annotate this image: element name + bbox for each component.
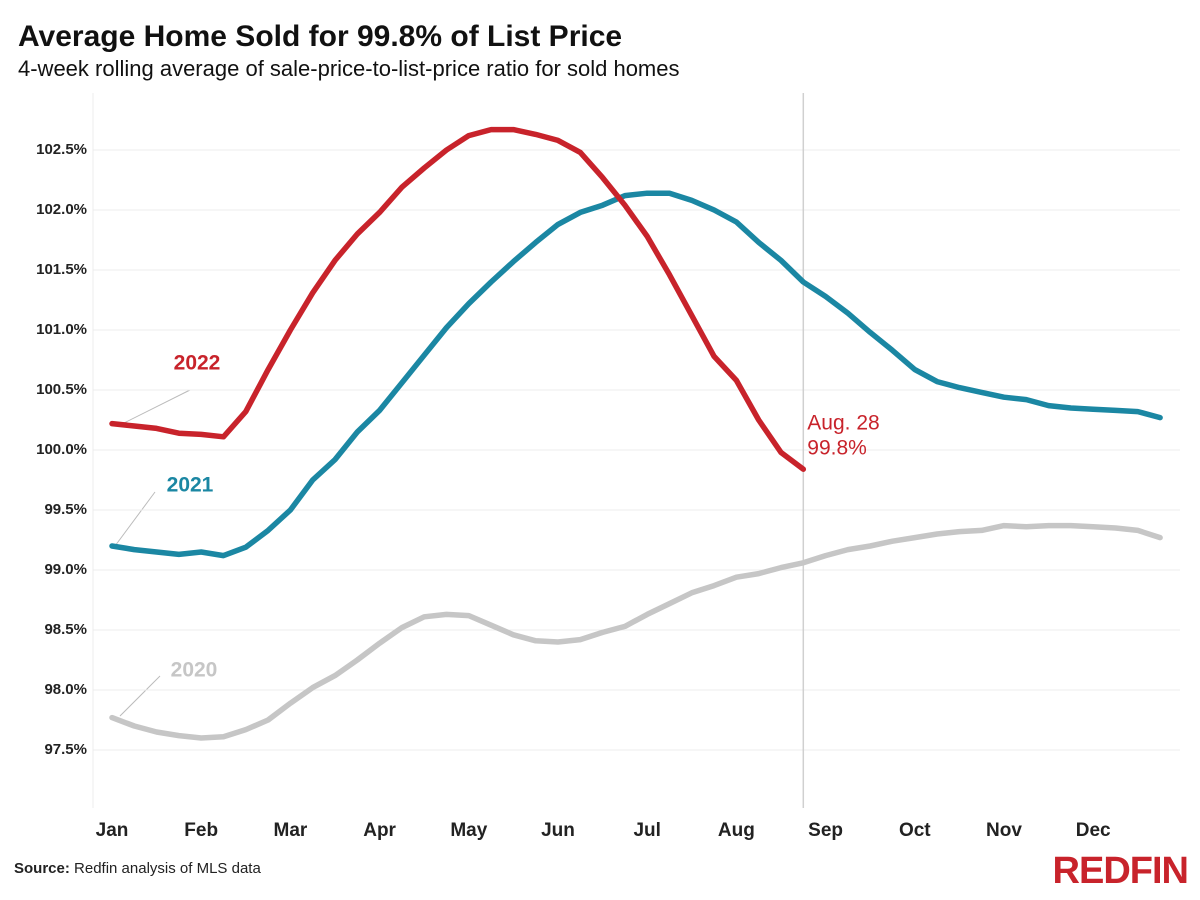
x-tick-label: Sep xyxy=(808,820,843,841)
y-tick-label: 99.5% xyxy=(44,501,87,518)
y-tick-label: 101.5% xyxy=(36,261,87,278)
chart-title: Average Home Sold for 99.8% of List Pric… xyxy=(18,20,622,53)
x-tick-label: Apr xyxy=(363,820,396,841)
y-tick-label: 98.0% xyxy=(44,681,87,698)
y-tick-label: 102.5% xyxy=(36,141,87,158)
source-text: Redfin analysis of MLS data xyxy=(74,860,261,877)
brand-logo: REDFIN xyxy=(1053,850,1188,892)
y-tick-label: 100.5% xyxy=(36,381,87,398)
y-tick-label: 97.5% xyxy=(44,741,87,758)
y-tick-label: 101.0% xyxy=(36,321,87,338)
series-label: 2022 xyxy=(174,352,221,375)
y-tick-label: 102.0% xyxy=(36,201,87,218)
x-tick-label: Jun xyxy=(541,820,575,841)
series-label: 2020 xyxy=(171,659,218,682)
x-tick-label: Feb xyxy=(184,820,218,841)
x-tick-label: May xyxy=(450,820,487,841)
y-tick-label: 98.5% xyxy=(44,621,87,638)
x-tick-label: Dec xyxy=(1076,820,1111,841)
callout-2021 xyxy=(114,491,156,547)
y-tick-label: 99.0% xyxy=(44,561,87,578)
x-tick-label: Nov xyxy=(986,820,1022,841)
callout-2022 xyxy=(117,389,191,427)
chart-subtitle: 4-week rolling average of sale-price-to-… xyxy=(18,56,680,81)
x-tick-label: Jul xyxy=(633,820,660,841)
x-tick-label: Mar xyxy=(274,820,308,841)
series-line xyxy=(109,126,807,472)
data-label: 99.8% xyxy=(807,437,867,460)
annotation: Aug. 28 xyxy=(807,412,879,435)
x-tick-label: Aug xyxy=(718,820,755,841)
callout-2020 xyxy=(119,675,161,717)
source-label: Source: xyxy=(14,860,70,877)
y-tick-label: 100.0% xyxy=(36,441,87,458)
x-tick-label: Oct xyxy=(899,820,931,841)
series-line xyxy=(109,190,1163,559)
x-tick-label: Jan xyxy=(96,820,129,841)
series-line xyxy=(109,522,1163,741)
series-label: 2021 xyxy=(167,474,214,497)
source: Source: Redfin analysis of MLS data xyxy=(14,860,261,877)
